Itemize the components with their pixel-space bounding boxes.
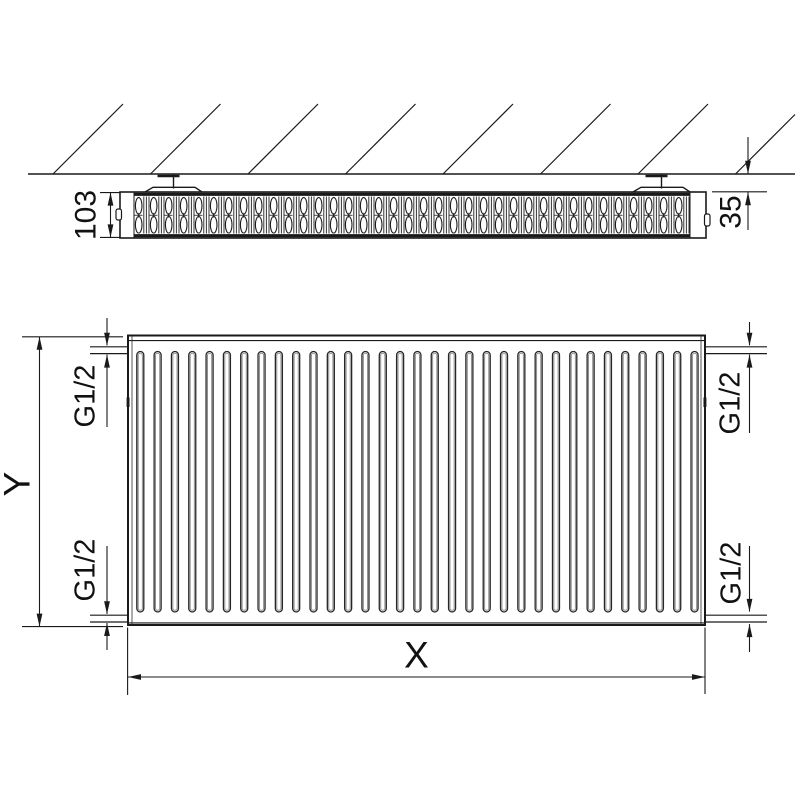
fin-slot-inner [293,352,299,611]
wall-hatching [28,103,796,175]
fin-slot-inner [310,352,317,611]
fin-slot-inner [414,352,421,611]
hatch-line [150,103,221,175]
dim-depth [100,192,120,238]
hatch-line [345,103,416,175]
fin-slot-inner [605,352,611,611]
dim-height-label: Y [0,472,38,497]
dimension-arrow [36,336,43,350]
fin-slot-inner [155,352,161,611]
dimension-arrow [128,674,141,680]
fin-slot-inner [276,352,282,611]
fin-slot-inner [536,352,542,611]
fin-slot-inner [639,352,646,611]
fin-slot-inner [345,352,351,611]
left-plug-nub [115,208,123,221]
connection-label-top-left: G1/2 [70,365,102,428]
front-view-dimensions [22,318,753,695]
left-seam-mark [126,397,130,407]
hatch-line [442,103,514,175]
top-view-radiator [115,174,711,239]
dimension-arrow [692,674,705,680]
fin-slot-inner [328,352,334,611]
hatch-line [637,103,709,175]
hatch-line [247,103,319,175]
fin-slot-inner [172,352,178,611]
dim-depth-label: 103 [70,190,103,240]
fin-slot-inner [501,352,507,611]
connection-label-top-right: G1/2 [715,372,747,435]
right-plug-nub [703,213,711,227]
top-view: 103 35 [28,103,796,240]
fin-slot-inner [432,352,438,611]
dimension-arrow [746,598,753,612]
front-view: G1/2 G1/2 G1/2 G1/2 Y X [0,318,767,695]
fin-slot-inner [622,352,628,611]
right-seam-mark [703,397,707,407]
fin-slot-inner [189,352,195,611]
fin-slot-inner [657,352,663,611]
fin-slot-inner [674,352,680,611]
hatch-line [540,103,611,175]
fin-slot-inner [241,352,247,611]
fin-slot-inner [258,352,265,611]
fin-slot-inner [362,352,369,611]
fin-slot-inner [380,352,386,611]
convection-fin-pattern [134,196,690,234]
fin-slot-inner [137,352,143,611]
connection-label-bottom-right: G1/2 [716,542,748,605]
dim-wall-distance [712,137,767,230]
fin-slot-inner [397,352,403,611]
fin-slot-inner [518,352,524,611]
dim-width-label: X [404,635,429,676]
hatch-line [52,103,124,175]
fin-slot-inner [484,352,490,611]
bracket-clip [632,186,691,193]
fin-slot-inner [691,352,698,611]
dimension-arrow [36,613,43,627]
front-view-radiator [90,334,767,626]
dimension-arrow [104,332,110,346]
hatch-line [735,114,796,175]
dimension-arrow [107,192,114,206]
fin-slot-inner [206,352,213,611]
dim-wall-distance-label: 35 [715,195,748,228]
connection-label-bottom-left: G1/2 [70,539,102,602]
dimension-arrow [104,601,110,615]
bracket-clip [144,186,203,193]
dimension-arrow [745,160,751,174]
fin-slot-inner [224,352,230,611]
fin-slot-inner [466,352,472,611]
fin-slot-inner [449,352,455,611]
fin-slot-inner [588,352,594,611]
fin-slot-inner [570,352,576,611]
dimension-arrow [107,224,114,238]
fin-slot-inner [553,352,559,611]
dimension-arrow [746,332,753,346]
